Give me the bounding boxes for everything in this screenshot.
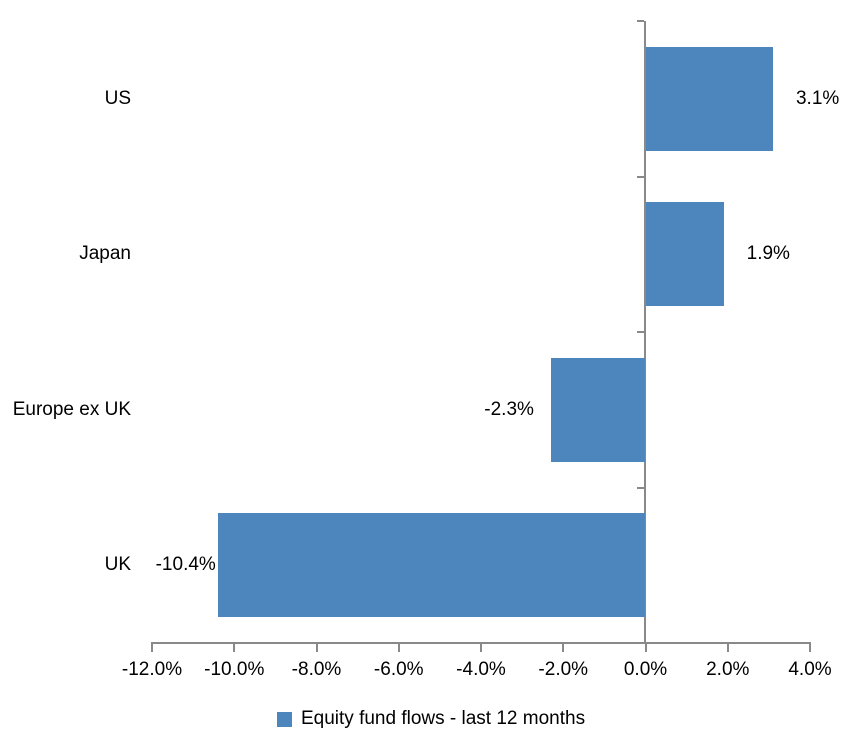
bar-us (645, 46, 773, 151)
x-axis-tick-label: -6.0% (373, 659, 424, 680)
y-axis-tick (637, 486, 644, 489)
data-label: -10.4% (155, 554, 216, 576)
category-label: Europe ex UK (12, 398, 131, 420)
legend-square-icon (277, 711, 292, 727)
x-axis-tick-label: 2.0% (706, 659, 750, 680)
x-axis-tick (151, 642, 153, 652)
bar-europe-ex-uk (550, 357, 646, 462)
category-label: Japan (79, 243, 131, 265)
x-axis-tick-label: -8.0% (291, 659, 342, 680)
data-label: 1.9% (746, 243, 790, 265)
x-axis-tick (315, 642, 318, 652)
x-axis-tick (809, 642, 811, 652)
y-axis-tick (637, 331, 644, 333)
data-label: -2.3% (484, 398, 534, 420)
x-axis-tick (562, 642, 565, 652)
bar-uk (217, 513, 646, 618)
bar-japan (645, 202, 724, 307)
x-axis-tick-label: -12.0% (121, 659, 183, 680)
x-axis-tick (644, 642, 647, 652)
y-axis-line (644, 21, 646, 643)
x-axis-tick-label: 0.0% (623, 659, 668, 680)
y-axis-tick (637, 20, 644, 22)
x-axis-tick (480, 642, 482, 652)
y-axis-tick (637, 175, 644, 178)
x-axis-tick-label: -2.0% (538, 659, 589, 680)
legend: Equity fund flows - last 12 months (277, 705, 585, 733)
x-axis-tick (233, 642, 236, 652)
category-label: US (104, 87, 131, 109)
x-axis-tick (397, 642, 400, 652)
x-axis-tick-label: -10.0% (204, 659, 265, 680)
x-axis-tick (726, 642, 729, 652)
category-label: UK (104, 554, 131, 576)
legend-label: Equity fund flows - last 12 months (301, 708, 586, 729)
x-axis-tick-label: -4.0% (456, 659, 506, 680)
data-label: 3.1% (795, 87, 840, 109)
x-axis-tick-label: 4.0% (788, 659, 832, 680)
